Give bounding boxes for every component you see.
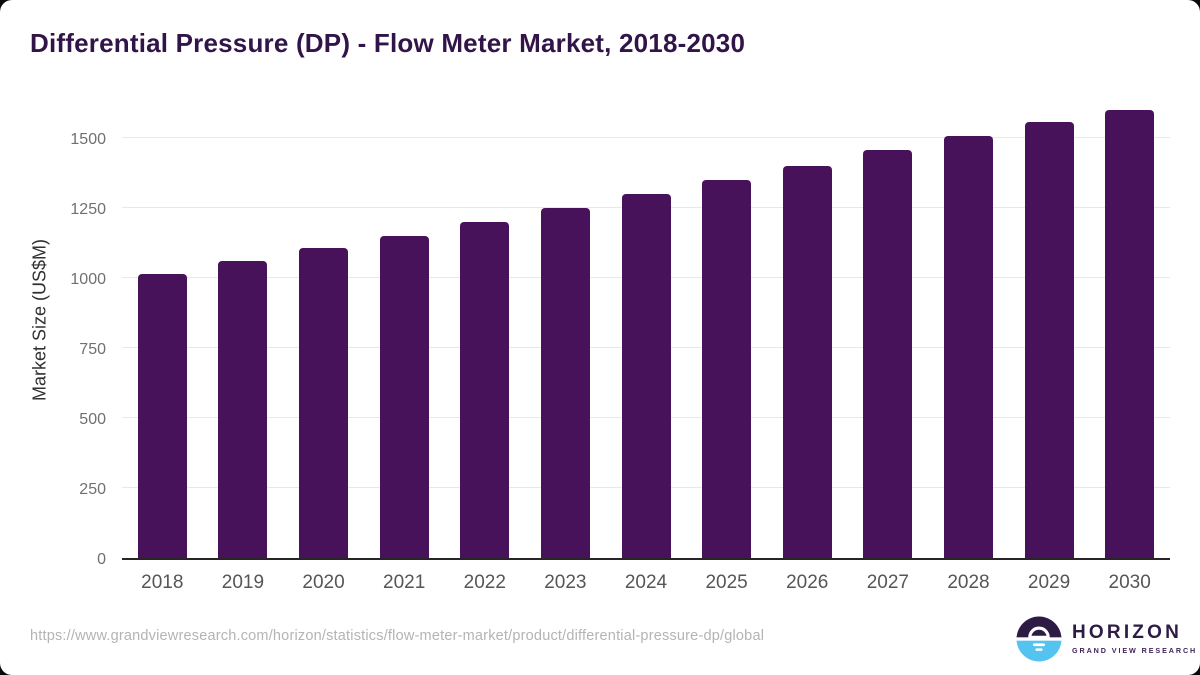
x-tick-label-2019: 2019 [221,572,265,593]
y-tick-label-1000: 1000 [70,270,106,288]
gridline-y-1500 [122,136,1170,138]
y-tick-label-500: 500 [79,410,106,428]
bar-2026 [782,165,832,558]
x-tick-label-2028: 2028 [947,572,990,593]
bar-2019 [218,261,268,558]
bar-2028 [943,136,993,558]
x-tick-label-2030: 2030 [1108,572,1151,593]
bar-2027 [863,150,913,558]
x-tick-label-2027: 2027 [866,572,909,593]
x-tick-label-2029: 2029 [1027,572,1071,593]
x-tick-label-2024: 2024 [624,572,668,593]
bar-2018 [137,273,187,558]
sunset-over-water-icon [1016,616,1062,662]
x-tick-label-2026: 2026 [786,572,829,593]
brand-text: HORIZON GRAND VIEW RESEARCH [1072,623,1197,655]
y-tick-label-1250: 1250 [70,200,106,218]
x-tick-label-2021: 2021 [383,572,426,593]
brand-name: HORIZON [1072,622,1183,644]
x-tick-label-2022: 2022 [463,572,506,593]
bar-2021 [379,235,429,558]
y-tick-label-1500: 1500 [70,130,106,148]
source-url: https://www.grandviewresearch.com/horizo… [30,628,765,644]
x-tick-label-2025: 2025 [705,572,748,593]
y-tick-label-750: 750 [79,340,106,358]
plot-area: 0 250 500 750 1000 1250 1500 2018 2019 2020 2021 20… [70,100,1170,593]
bar-2025 [702,179,752,558]
bar-2024 [621,193,671,558]
bar-2029 [1024,122,1074,558]
y-tick-label-0: 0 [97,551,106,568]
x-tick-label-2018: 2018 [141,572,184,593]
y-tick-label-250: 250 [79,480,106,498]
y-axis-title: Market Size (US$M) [29,238,50,402]
chart-title: Differential Pressure (DP) - Flow Meter … [30,28,746,58]
bar-2022 [460,221,510,558]
x-tick-label-2020: 2020 [302,572,345,593]
bar-2023 [540,207,590,558]
brand-tagline: GRAND VIEW RESEARCH [1072,645,1198,655]
bar-2020 [299,248,349,558]
brand-logo: HORIZON GRAND VIEW RESEARCH [1016,616,1197,662]
bar-2030 [1105,109,1155,558]
x-tick-label-2023: 2023 [544,572,587,593]
